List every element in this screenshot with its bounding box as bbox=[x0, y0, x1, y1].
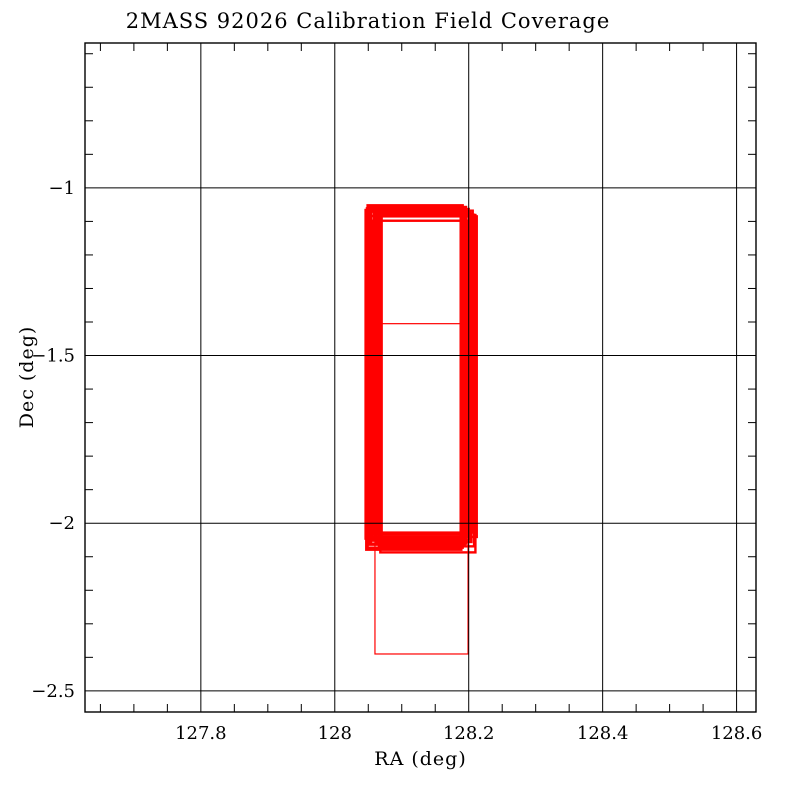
coverage-scan-rect bbox=[375, 212, 473, 544]
coverage-scan-rect bbox=[369, 205, 468, 545]
x-axis-label: RA (deg) bbox=[374, 748, 467, 770]
x-tick-label: 127.8 bbox=[175, 723, 227, 744]
y-tick-label: −1.5 bbox=[31, 346, 75, 367]
coverage-scan-rect bbox=[368, 206, 466, 546]
coverage-scan-rect bbox=[371, 219, 469, 538]
coverage-scan-rect bbox=[376, 209, 474, 534]
y-tick-label: −2.5 bbox=[31, 681, 75, 702]
y-axis-label-text: Dec (deg) bbox=[16, 325, 38, 429]
coverage-scan-rect bbox=[372, 207, 470, 535]
coverage-scan-rect bbox=[374, 323, 469, 655]
x-tick-label: 128 bbox=[318, 723, 352, 744]
plot-frame bbox=[84, 42, 757, 713]
coverage-scan-rect bbox=[365, 214, 463, 551]
x-tick-label: 128.4 bbox=[577, 723, 629, 744]
coverage-scan-rect bbox=[366, 204, 464, 549]
y-tick-label: −2 bbox=[48, 513, 75, 534]
chart-title: 2MASS 92026 Calibration Field Coverage bbox=[125, 9, 611, 33]
x-tick-label: 128.6 bbox=[711, 723, 763, 744]
x-tick-label: 128.2 bbox=[443, 723, 495, 744]
coverage-scan-rect bbox=[373, 211, 472, 541]
y-tick-label: −1 bbox=[48, 178, 75, 199]
